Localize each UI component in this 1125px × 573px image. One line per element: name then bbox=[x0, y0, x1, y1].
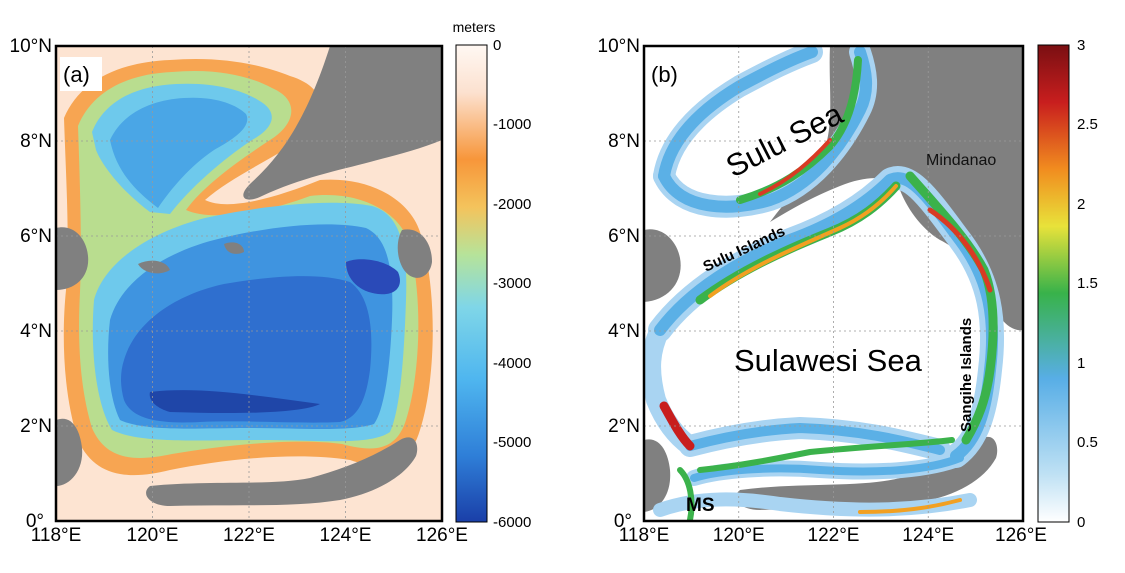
panel-a-xtick: 120°E bbox=[127, 525, 179, 546]
colorbar-a-tick: -1000 bbox=[493, 116, 531, 133]
colorbar-b-tick: 2 bbox=[1077, 196, 1085, 213]
panel-a-xtick: 118°E bbox=[31, 525, 82, 546]
panel-a-ytick: 0° bbox=[26, 511, 44, 532]
panel-b-ytick: 10°N bbox=[598, 36, 640, 57]
colorbar-b-tick: 1.5 bbox=[1077, 275, 1098, 292]
panel-a-ytick: 6°N bbox=[20, 226, 52, 247]
panel-b-xtick: 122°E bbox=[808, 525, 860, 546]
panel-b-ytick: 0° bbox=[614, 511, 632, 532]
panel-a-ytick: 10°N bbox=[10, 36, 52, 57]
panel-b-ytick: 4°N bbox=[608, 321, 640, 342]
panel-b-label-box bbox=[648, 57, 690, 91]
panel-a-ytick: 2°N bbox=[20, 416, 52, 437]
panel-b-map bbox=[644, 46, 1023, 521]
sulawesi-sea-label: Sulawesi Sea bbox=[734, 343, 923, 378]
panel-b-y-ticks: 10°N 8°N 6°N 4°N 2°N 0° bbox=[598, 36, 640, 532]
colorbar-a-tick: -4000 bbox=[493, 355, 531, 372]
panel-b-xtick: 126°E bbox=[995, 525, 1047, 546]
colorbar-b-tick: 2.5 bbox=[1077, 116, 1098, 133]
colorbar-a-tick: 0 bbox=[493, 37, 501, 54]
colorbar-a-unit: meters bbox=[453, 19, 496, 35]
colorbar-b-ticks: 3 2.5 2 1.5 1 0.5 0 bbox=[1077, 37, 1098, 531]
colorbar-b-tick: 1 bbox=[1077, 355, 1085, 372]
colorbar-b-tick: 3 bbox=[1077, 37, 1085, 54]
panel-a-label: (a) bbox=[63, 62, 90, 87]
panel-a-xtick: 126°E bbox=[416, 525, 468, 546]
colorbar-a-tick: -3000 bbox=[493, 275, 531, 292]
colorbar-a-tick: -2000 bbox=[493, 196, 531, 213]
ms-label: MS bbox=[686, 495, 715, 516]
panel-a-ytick: 4°N bbox=[20, 321, 52, 342]
panel-a-xtick: 122°E bbox=[223, 525, 275, 546]
sangihe-islands-label: Sangihe Islands bbox=[958, 318, 975, 432]
mindanao-label: Mindanao bbox=[926, 152, 996, 169]
panel-b-xtick: 120°E bbox=[713, 525, 765, 546]
panel-a-ytick: 8°N bbox=[20, 131, 52, 152]
panel-b-label: (b) bbox=[651, 62, 678, 87]
colorbar-b bbox=[1037, 44, 1070, 523]
panel-b-frame bbox=[642, 44, 1025, 523]
colorbar-a-ticks: 0 -1000 -2000 -3000 -4000 -5000 -6000 bbox=[493, 37, 531, 531]
panel-b-x-ticks: 118°E 120°E 122°E 124°E 126°E bbox=[619, 525, 1047, 546]
panel-b-xtick: 124°E bbox=[902, 525, 954, 546]
panel-a-xtick: 124°E bbox=[320, 525, 372, 546]
panel-a-x-ticks: 118°E 120°E 122°E 124°E 126°E bbox=[31, 525, 468, 546]
colorbar-a-tick: -6000 bbox=[493, 514, 531, 531]
panel-b-ytick: 2°N bbox=[608, 416, 640, 437]
panel-a-map bbox=[56, 46, 442, 521]
panel-a-frame bbox=[54, 44, 444, 523]
colorbar-a-tick: -5000 bbox=[493, 434, 531, 451]
panel-b-xtick: 118°E bbox=[619, 525, 670, 546]
colorbar-a bbox=[455, 44, 488, 523]
panel-b-ytick: 6°N bbox=[608, 226, 640, 247]
colorbar-b-tick: 0 bbox=[1077, 514, 1085, 531]
panel-a-y-ticks: 10°N 8°N 6°N 4°N 2°N 0° bbox=[10, 36, 52, 532]
panel-a-label-box bbox=[60, 57, 102, 91]
colorbar-b-tick: 0.5 bbox=[1077, 434, 1098, 451]
panel-b-ytick: 8°N bbox=[608, 131, 640, 152]
